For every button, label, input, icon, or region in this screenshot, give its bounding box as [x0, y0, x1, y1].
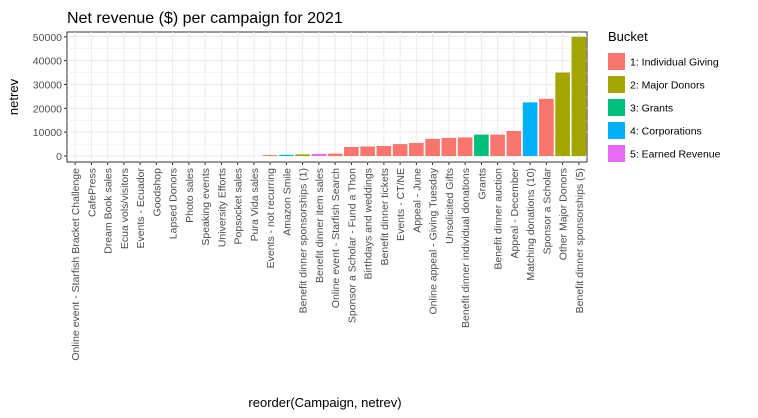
y-tick-label: 10000: [33, 127, 62, 139]
bar: [555, 72, 570, 157]
x-tick-label: Appeal - December: [509, 168, 521, 259]
x-tick-label: Sponsor a Scholar - Fund a Thon: [346, 168, 358, 323]
x-tick-label: Benefit dinner auction: [493, 168, 505, 270]
x-tick-label: Events - not recurring: [265, 168, 277, 269]
y-tick-label: 20000: [33, 103, 62, 115]
x-tick-label: Matching donations (10): [525, 168, 537, 281]
x-tick-label: Appeal - June: [411, 168, 423, 233]
y-axis: 0 10000 20000 30000 40000 50000: [33, 32, 67, 163]
x-tick-label: Ecua vols/visitors: [119, 168, 131, 249]
x-tick-label: Sponsor a Scholar: [541, 168, 553, 255]
y-tick-label: 50000: [33, 32, 62, 44]
bar: [474, 134, 489, 157]
y-tick-label: 40000: [33, 56, 62, 68]
x-tick-label: Amazon Smile: [281, 168, 293, 236]
bar: [506, 130, 522, 157]
x-tick-label: Popsocket sales: [233, 168, 245, 244]
bar: [490, 134, 505, 157]
legend-title: Bucket: [608, 29, 648, 44]
legend-key: [608, 145, 625, 162]
bar: [571, 36, 587, 157]
bar: [539, 98, 554, 157]
legend: Bucket 1: Individual Giving 2: Major Dono…: [608, 29, 721, 162]
y-axis-title: netrev: [6, 78, 21, 115]
x-tick-label: Benefit dinner item sales: [314, 168, 326, 283]
bar: [279, 154, 294, 157]
legend-label: 3: Grants: [630, 103, 673, 115]
y-tick-label: 0: [56, 151, 62, 163]
x-tick-label: Benefit dinner individual donations: [460, 168, 472, 328]
x-tick-label: Dream Book sales: [103, 168, 115, 254]
x-tick-label: Benefit dinner sponsorships (1): [298, 168, 310, 313]
x-tick-label: Other Major Donors: [558, 168, 570, 260]
x-axis-title: reorder(Campaign, netrev): [248, 395, 401, 410]
legend-key: [608, 76, 625, 93]
bar: [441, 137, 457, 157]
x-tick-label: Lapsed Donors: [168, 168, 180, 239]
x-tick-label: Events - Ecuador: [135, 168, 147, 249]
bar: [262, 155, 278, 157]
bar: [409, 142, 424, 157]
legend-label: 1: Individual Giving: [630, 57, 719, 69]
bar: [344, 146, 359, 157]
legend-label: 4: Corporations: [630, 126, 702, 138]
x-tick-label: University Efforts: [216, 168, 228, 247]
x-tick-label: Benefit dinner sponsorships (5): [574, 168, 586, 313]
x-tick-label: Benefit dinner tickets: [379, 168, 391, 265]
x-tick-label: Online event - Starfish Bracket Challeng…: [70, 168, 82, 361]
bar: [360, 146, 375, 157]
legend-label: 2: Major Donors: [630, 80, 705, 92]
legend-key: [608, 122, 625, 139]
bar: [376, 146, 392, 157]
chart-title: Net revenue ($) per campaign for 2021: [67, 10, 343, 27]
x-tick-label: Birthdays and weddings: [363, 168, 375, 280]
bars: [262, 36, 587, 157]
x-tick-label: Unsolicited Gifts: [444, 168, 456, 244]
bar: [522, 102, 538, 157]
legend-label: 5: Earned Revenue: [630, 149, 721, 161]
x-tick-label: Events - CT/NE: [395, 168, 407, 241]
x-tick-label: Pura Vida sales: [249, 168, 261, 241]
legend-key: [608, 53, 625, 70]
x-tick-label: Goodshop: [151, 168, 163, 217]
x-axis: Online event - Starfish Bracket Challeng…: [70, 162, 586, 361]
x-tick-label: Grants: [476, 168, 488, 200]
x-tick-label: Photo sales: [184, 168, 196, 223]
x-tick-label: CafePress: [86, 168, 98, 217]
x-tick-label: Speaking events: [200, 168, 212, 246]
bar: [457, 137, 473, 157]
x-tick-label: Online appeal - Giving Tuesday: [428, 167, 440, 314]
bar: [327, 153, 343, 157]
bar: [311, 153, 327, 157]
legend-key: [608, 99, 625, 116]
bar: [392, 144, 408, 157]
y-tick-label: 30000: [33, 79, 62, 91]
x-tick-label: Online event - Starfish Search: [330, 168, 342, 308]
bar: [425, 138, 440, 157]
bar: [295, 154, 310, 157]
